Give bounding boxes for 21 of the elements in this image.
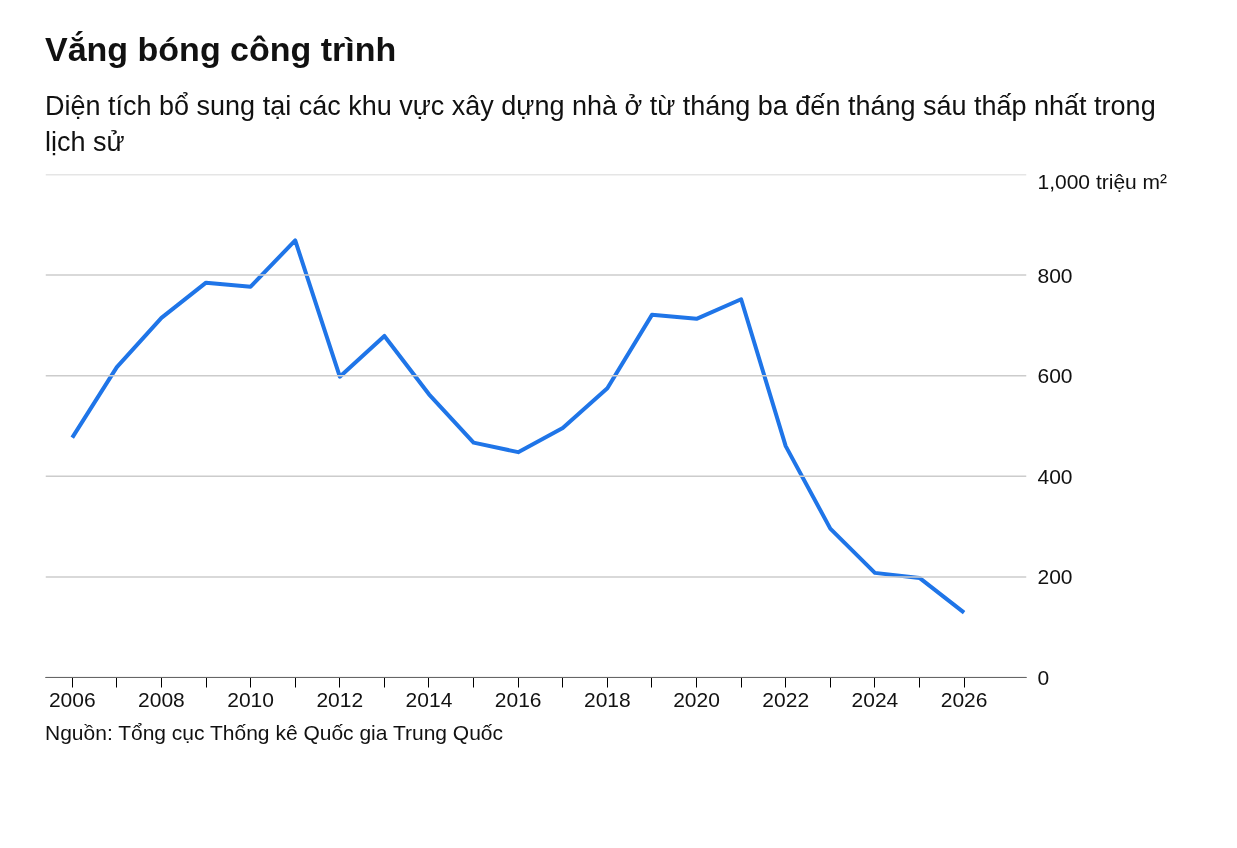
x-tick-label: 2016 (494, 687, 542, 711)
x-tick-label: 2008 (138, 687, 185, 711)
x-tick-label: 2024 (851, 687, 899, 711)
x-tick-label: 2018 (583, 687, 631, 711)
x-tick-label: 2020 (673, 687, 720, 711)
chart-subtitle: Diện tích bổ sung tại các khu vực xây dựng nhà ở từ tháng ba đến tháng sáu thấp nhất trong lịch sử (45, 89, 1157, 159)
x-tick-label: 2026 (940, 687, 988, 711)
y-tick-label: 800 (1037, 264, 1073, 288)
y-tick-label: 1,000 triệu m² (1037, 169, 1168, 193)
x-tick-label: 2006 (48, 687, 96, 711)
y-tick-label: 200 (1037, 565, 1073, 589)
chart-title: Vắng bóng công trình (45, 29, 397, 70)
x-tick-label: 2014 (405, 687, 453, 711)
y-tick-label: 0 (1037, 666, 1050, 690)
text: Nguồn: Tổng cục Thống kê Quốc gia Trung Quốc (45, 720, 504, 747)
y-tick-label: 600 (1037, 364, 1073, 388)
x-tick-label: 2012 (316, 687, 364, 711)
line-series (70, 238, 967, 616)
x-tick-label: 2022 (762, 687, 810, 711)
y-tick-label: 400 (1037, 465, 1073, 489)
x-tick-label: 2010 (227, 687, 274, 711)
